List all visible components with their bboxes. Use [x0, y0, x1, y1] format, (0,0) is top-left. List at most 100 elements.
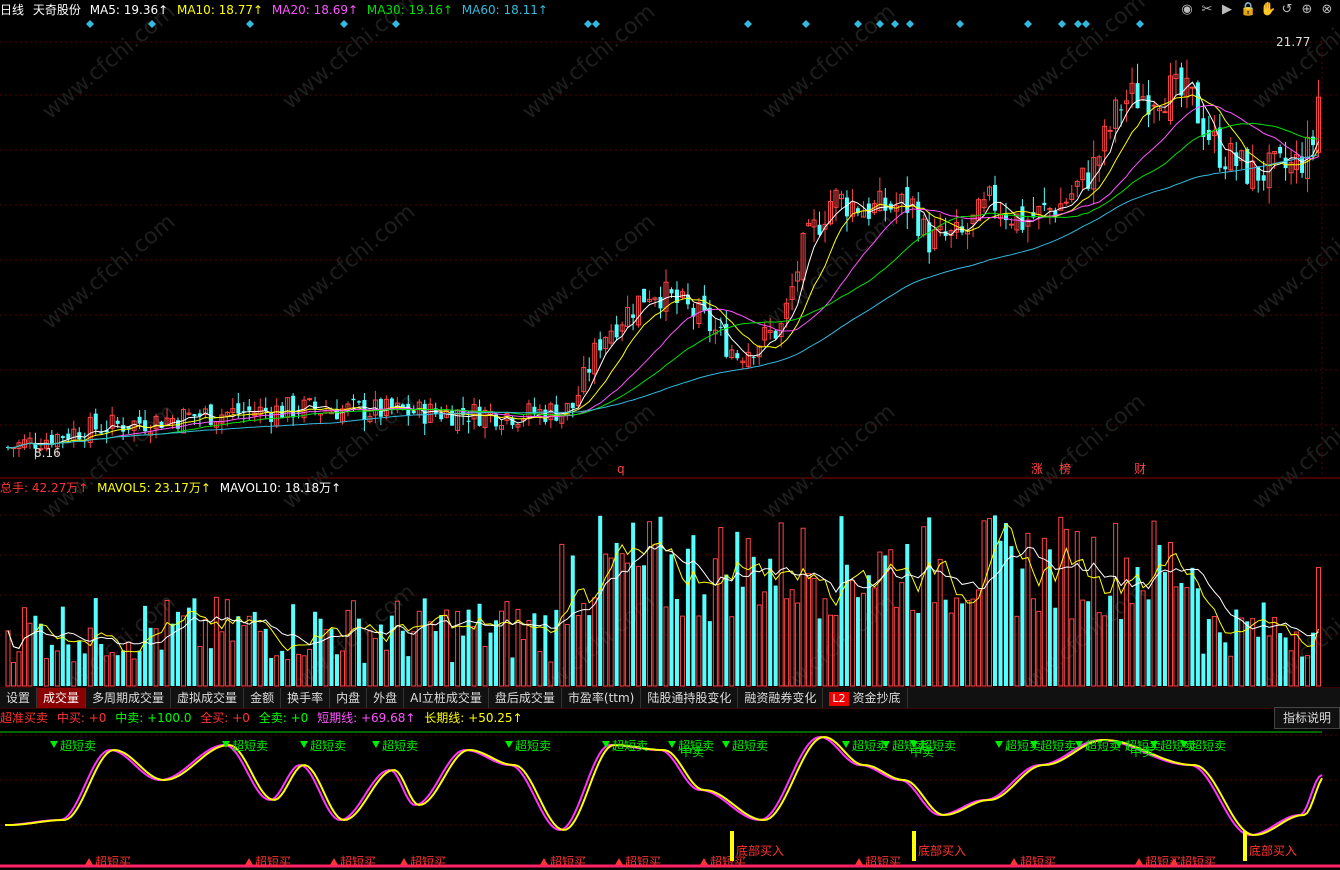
candle-body-up	[828, 201, 833, 225]
volume-bar-down	[450, 662, 455, 686]
plus-icon[interactable]: ⊕	[1301, 2, 1313, 17]
period-label[interactable]: 日线	[0, 3, 25, 17]
volume-bar-down	[844, 564, 849, 686]
volume-bar-down	[543, 615, 548, 686]
buy-arrow	[1010, 858, 1018, 865]
candle-body-down	[658, 296, 663, 309]
volume-bar-down	[674, 599, 679, 686]
volume-bar-down	[554, 609, 559, 686]
volume-bar-up	[1069, 618, 1075, 687]
volume-bar-down	[143, 605, 148, 686]
candle-body-up	[1211, 131, 1217, 137]
volume-bar-up	[153, 628, 159, 687]
volume-bar-up	[1058, 516, 1064, 687]
candle-body-down	[494, 414, 499, 427]
mid-sell-value: 中卖: +100.0	[115, 711, 192, 725]
volume-bar-up	[296, 653, 302, 687]
ma-line-10	[7, 94, 1319, 449]
candle-body-down	[1201, 118, 1206, 137]
candle-body-up	[1096, 156, 1102, 166]
tab-inner[interactable]: 内盘	[330, 688, 368, 708]
candle-body-down	[351, 398, 356, 401]
tab-settings[interactable]: 设置	[0, 688, 38, 708]
volume-bar-up	[1266, 635, 1272, 687]
volume-bar-up	[307, 648, 313, 687]
volume-bar-up	[87, 627, 93, 687]
tab-after-hours-volume[interactable]: 盘后成交量	[489, 688, 562, 708]
tab-northbound-holding[interactable]: 陆股通持股变化	[641, 688, 739, 708]
volume-bar-down	[439, 615, 444, 686]
volume-bar-up	[954, 597, 960, 687]
volume-bar-down	[329, 628, 334, 686]
tab-volume[interactable]: 成交量	[37, 688, 87, 708]
signal-diamond	[1074, 20, 1082, 28]
candle-body-down	[1146, 95, 1151, 115]
eye-icon[interactable]: ◉	[1181, 2, 1193, 17]
watermark-text: www.cfchi.com	[1008, 389, 1150, 514]
candle-body-up	[372, 399, 378, 416]
buy-arrow	[245, 858, 253, 865]
volume-bar-up	[202, 619, 208, 687]
signal-diamond	[340, 20, 348, 28]
tab-pe-ttm[interactable]: 市盈率(ttm)	[562, 688, 642, 708]
volume-bar-up	[899, 582, 905, 687]
mid-buy-value: 中买: +0	[56, 711, 107, 725]
volume-bar-down	[263, 628, 268, 686]
volume-bar-up	[756, 604, 762, 687]
tab-bottom-fishing[interactable]: L2 资金抄底	[823, 688, 908, 708]
candle-body-up	[762, 327, 768, 341]
tab-outer[interactable]: 外盘	[367, 688, 405, 708]
oscillator-line	[5, 735, 1323, 837]
candle-body-up	[696, 301, 702, 325]
volume-bar-down	[318, 618, 323, 686]
candle-body-up	[575, 394, 581, 407]
play-icon[interactable]: ▶	[1222, 2, 1232, 17]
sell-arrow	[300, 741, 308, 748]
candle-body-down	[143, 420, 148, 432]
volume-bar-up	[109, 652, 115, 687]
undo-icon[interactable]: ↺	[1281, 2, 1293, 17]
volume-bars[interactable]	[5, 515, 1322, 687]
tab-virtual-volume[interactable]: 虚拟成交量	[171, 688, 245, 708]
volume-bar-down	[817, 618, 822, 686]
volume-bar-up	[394, 600, 400, 687]
candle-body-up	[87, 416, 93, 444]
sell-label: 超短卖	[1005, 738, 1041, 753]
tab-turnover[interactable]: 换手率	[281, 688, 331, 708]
volume-bar-down	[685, 548, 690, 686]
candlesticks[interactable]	[6, 59, 1322, 460]
volume-bar-up	[10, 661, 16, 687]
lock-icon[interactable]: 🔒	[1240, 2, 1257, 17]
close-icon[interactable]: ⊗	[1321, 2, 1333, 17]
watermark-text: www.cfchi.com	[758, 0, 900, 125]
candle-body-up	[153, 415, 159, 430]
candle-body-up	[1102, 125, 1108, 152]
tab-ai-volume[interactable]: AI立桩成交量	[404, 688, 489, 708]
indicator-explain-button[interactable]: 指标说明	[1273, 707, 1340, 729]
candle-body-down	[724, 323, 729, 357]
tab-multi-period-volume[interactable]: 多周期成交量	[86, 688, 172, 708]
volume-bar-down	[773, 585, 778, 686]
hand-icon[interactable]: ✋	[1260, 2, 1277, 17]
tab-amount[interactable]: 金额	[244, 688, 282, 708]
volume-bar-down	[1311, 632, 1316, 686]
candle-body-down	[855, 208, 860, 214]
bottom-buy-label: 底部买入	[736, 843, 784, 858]
candle-body-up	[932, 229, 938, 250]
candle-body-down	[291, 395, 296, 418]
buy-label: 超短买	[95, 854, 131, 869]
candle-body-up	[427, 403, 433, 423]
volume-bar-down	[1217, 632, 1222, 686]
signal-diamond	[584, 20, 592, 28]
sell-label: 超短卖	[310, 738, 346, 753]
volume-bar-down	[1009, 546, 1014, 686]
candle-body-up	[663, 281, 669, 312]
scissors-icon[interactable]: ✂	[1201, 2, 1213, 17]
candle-body-up	[1162, 111, 1168, 114]
volume-bar-down	[740, 586, 745, 686]
volume-bar-up	[921, 526, 927, 687]
volume-bar-up	[43, 658, 49, 687]
tab-margin-change[interactable]: 融资融券变化	[738, 688, 824, 708]
volume-bar-up	[778, 522, 784, 687]
